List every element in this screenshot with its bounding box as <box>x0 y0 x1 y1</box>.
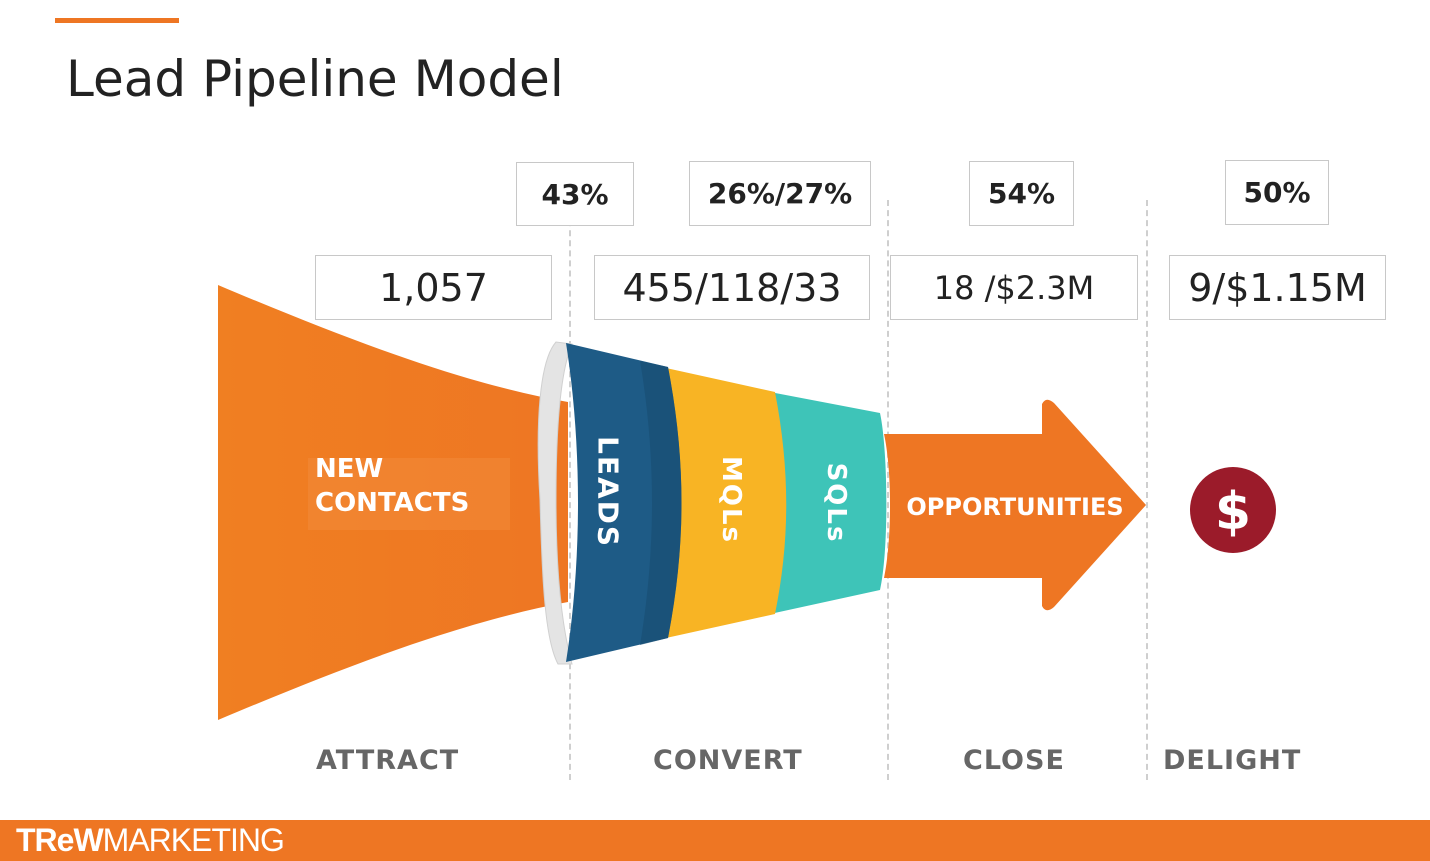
stage-label-delight: DELIGHT <box>1163 745 1302 776</box>
leads-band-shade <box>640 361 682 645</box>
count-box-new-contacts: 1,057 <box>315 255 552 320</box>
count-box-leads-mql-sql: 455/118/33 <box>594 255 870 320</box>
mqls-band <box>666 368 787 638</box>
rate-box-opportunities: 54% <box>969 161 1074 226</box>
rate-box-leads: 43% <box>516 162 634 226</box>
new-contacts-label-line2: CONTACTS <box>315 488 469 518</box>
logo-trew-text: TReW <box>16 822 104 858</box>
mqls-label: MQLs <box>716 456 746 544</box>
opportunities-arrow <box>884 399 1146 611</box>
stage-label-convert: CONVERT <box>653 745 803 776</box>
trew-marketing-logo: TReWMARKETING <box>16 822 285 859</box>
title-accent-line <box>55 18 179 23</box>
stage-divider <box>1146 200 1148 780</box>
stage-label-close: CLOSE <box>963 745 1065 776</box>
dollar-sign-icon: $ <box>1215 482 1251 542</box>
stage-divider <box>569 200 571 780</box>
rate-box-mql-sql: 26%/27% <box>689 161 871 226</box>
new-contacts-label-backdrop <box>308 458 510 530</box>
dollar-circle <box>1190 467 1276 553</box>
stage-divider <box>887 200 889 780</box>
opportunities-label: OPPORTUNITIES <box>906 493 1123 521</box>
funnel-lip-shape <box>537 341 573 665</box>
new-contacts-label-line1: NEW <box>315 454 383 484</box>
footer-bar: TReWMARKETING <box>0 820 1430 861</box>
sqls-band <box>770 392 887 614</box>
count-box-opportunities: 18 /$2.3M <box>890 255 1138 320</box>
page-title: Lead Pipeline Model <box>66 50 564 108</box>
logo-marketing-text: MARKETING <box>102 822 285 858</box>
rate-box-delight: 50% <box>1225 160 1329 225</box>
leads-label: LEADS <box>592 436 625 548</box>
stage-label-attract: ATTRACT <box>316 745 460 776</box>
sqls-label: SQLs <box>821 463 851 544</box>
count-box-closed: 9/$1.15M <box>1169 255 1386 320</box>
